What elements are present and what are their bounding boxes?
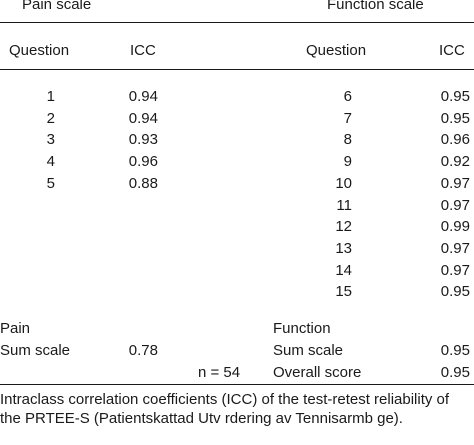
- function-question-cell: 12: [335, 218, 352, 235]
- table-caption: Intraclass correlation coefficients (ICC…: [0, 391, 450, 427]
- pain-icc-cell: 0.94: [128, 110, 158, 127]
- pain-question-cell: 1: [46, 88, 55, 105]
- function-icc-cell: 0.95: [440, 110, 470, 127]
- function-question-cell: 15: [335, 283, 352, 300]
- pain-icc-cell: 0.94: [128, 88, 158, 105]
- function-icc-cell: 0.97: [440, 175, 470, 192]
- pain-sum-scale-icc: 0.78: [128, 342, 158, 359]
- overall-score-label: Overall score: [273, 364, 362, 381]
- pain-question-cell: 2: [46, 110, 55, 127]
- n-label: n = 54: [198, 364, 241, 381]
- pain-question-header: Question: [9, 42, 70, 59]
- function-summary-label: Function: [273, 320, 331, 337]
- function-question-cell: 14: [335, 262, 352, 279]
- function-icc-cell: 0.97: [440, 197, 470, 214]
- function-icc-cell: 0.95: [440, 88, 470, 105]
- pain-icc-cell: 0.93: [128, 131, 158, 148]
- function-icc-cell: 0.96: [440, 131, 470, 148]
- function-icc-header: ICC: [439, 42, 465, 59]
- function-question-cell: 9: [343, 153, 352, 170]
- function-icc-cell: 0.97: [440, 240, 470, 257]
- pain-summary-label: Pain: [0, 320, 31, 337]
- function-icc-cell: 0.97: [440, 262, 470, 279]
- function-icc-cell: 0.95: [440, 283, 470, 300]
- function-question-cell: 6: [343, 88, 352, 105]
- pain-icc-cell: 0.88: [128, 175, 158, 192]
- function-question-cell: 11: [336, 197, 352, 214]
- function-question-cell: 7: [343, 110, 352, 127]
- pain-question-cell: 5: [46, 175, 55, 192]
- function-sum-scale-label: Sum scale: [273, 342, 344, 359]
- function-sum-scale-icc: 0.95: [440, 342, 470, 359]
- function-question-cell: 8: [343, 131, 352, 148]
- rule-bottom: [0, 384, 474, 385]
- overall-score-icc: 0.95: [440, 364, 470, 381]
- function-icc-cell: 0.92: [440, 153, 470, 170]
- pain-scale-header: Pain scale: [22, 0, 92, 13]
- pain-icc-cell: 0.96: [128, 153, 158, 170]
- function-question-cell: 10: [335, 175, 352, 192]
- rule-header: [0, 69, 474, 70]
- function-question-cell: 13: [335, 240, 352, 257]
- function-icc-cell: 0.99: [440, 218, 470, 235]
- function-question-header: Question: [306, 42, 367, 59]
- rule-top: [0, 22, 474, 23]
- pain-question-cell: 4: [46, 153, 55, 170]
- pain-question-cell: 3: [46, 131, 55, 148]
- function-scale-header: Function scale: [327, 0, 424, 13]
- pain-sum-scale-label: Sum scale: [0, 342, 71, 359]
- pain-icc-header: ICC: [130, 42, 156, 59]
